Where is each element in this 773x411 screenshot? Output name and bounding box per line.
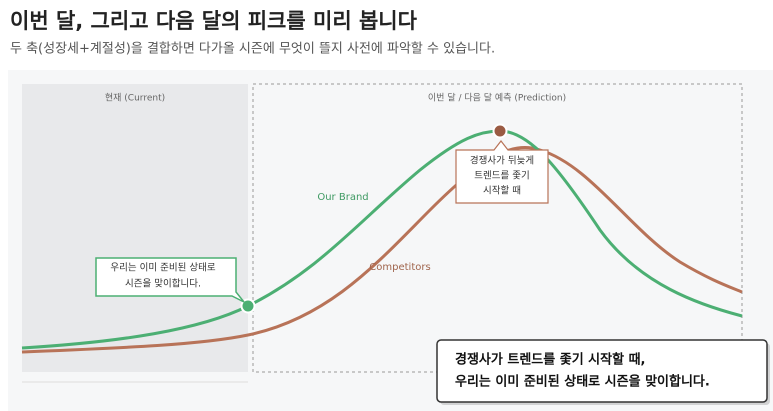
panel-label: 현재 (Current): [105, 93, 165, 104]
brand-curve: [21, 129, 743, 350]
panel-label: 이번 달 / 다음 달 예측 (Prediction): [428, 92, 566, 104]
competitor-curve: [21, 146, 743, 354]
callout-text: 우리는 이미 준비된 상태로: [110, 262, 215, 274]
summary-text: 우리는 이미 준비된 상태로 시즌을 맞이합니다.: [455, 374, 710, 390]
brand-marker: [240, 298, 256, 314]
competitor-marker: [492, 123, 508, 139]
subtitle: 두 축(성장세+계절성)을 결합하면 다가올 시즌에 무엇이 뜰지 사전에 파악…: [10, 42, 495, 57]
callout-text: 시작할 때: [483, 186, 521, 197]
title: 이번 달, 그리고 다음 달의 피크를 미리 봅니다: [10, 9, 418, 33]
curve-label: Competitors: [369, 262, 430, 273]
callout-text: 트렌드를 좇기: [474, 171, 529, 182]
curve-label: Our Brand: [317, 192, 368, 203]
current-panel: [22, 84, 248, 372]
competitor-callout: [455, 140, 549, 204]
callout-text: 시즌을 맞이합니다.: [125, 278, 201, 290]
brand-callout: [95, 257, 245, 303]
summary-text: 경쟁사가 트렌드를 좇기 시작할 때,: [455, 352, 645, 368]
summary-box: [436, 339, 768, 403]
callout-text: 경쟁사가 뒤늦게: [470, 155, 534, 167]
